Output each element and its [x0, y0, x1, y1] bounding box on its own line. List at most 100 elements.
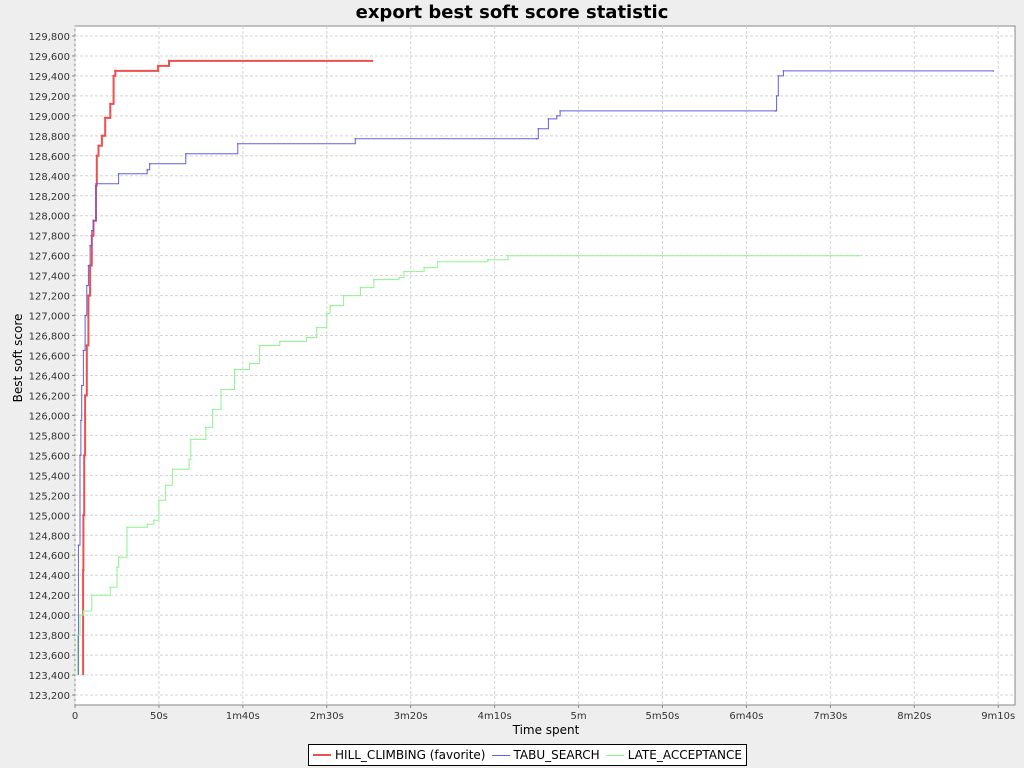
data-point-hill-climbing-favorite	[83, 454, 86, 457]
data-point-late-acceptance	[146, 523, 148, 526]
data-point-tabu-search	[775, 110, 777, 112]
data-point-tabu-search	[537, 128, 540, 130]
data-point-late-acceptance	[487, 258, 489, 261]
grid-layer	[74, 26, 1015, 705]
data-point-late-acceptance	[279, 340, 281, 343]
data-point-tabu-search	[556, 115, 558, 117]
data-point-tabu-search	[92, 219, 95, 222]
x-tick-label: 50s	[150, 711, 168, 722]
data-point-tabu-search	[86, 284, 88, 287]
data-point-late-acceptance	[359, 286, 362, 289]
y-tick-label: 129,000	[29, 112, 70, 123]
data-point-tabu-search	[535, 138, 538, 140]
x-tick-label: 1m40s	[226, 711, 260, 722]
data-point-late-acceptance	[117, 556, 120, 558]
data-point-hill-climbing-favorite	[167, 59, 171, 63]
legend-swatch-late-acceptance	[605, 754, 624, 756]
data-point-tabu-search	[185, 153, 187, 155]
data-point-late-acceptance	[82, 610, 85, 612]
data-point-late-acceptance	[423, 266, 425, 269]
y-tick-label: 125,200	[29, 491, 70, 502]
data-point-tabu-search	[80, 384, 83, 387]
y-tick-label: 124,400	[29, 571, 70, 582]
y-tick-label: 127,000	[29, 312, 70, 323]
data-point-late-acceptance	[507, 254, 509, 257]
series-layer	[76, 59, 994, 676]
data-point-late-acceptance	[171, 468, 174, 471]
data-point-tabu-search	[354, 138, 357, 140]
y-tick-label: 125,400	[29, 471, 70, 482]
data-point-tabu-search	[559, 110, 561, 112]
legend-swatch-tabu-search	[491, 754, 510, 756]
data-point-late-acceptance	[342, 294, 345, 297]
y-tick-label: 128,600	[29, 152, 70, 163]
x-tick-label: 5m	[571, 711, 587, 722]
y-tick-label: 124,800	[29, 531, 70, 542]
legend-item-late-acceptance: LATE_ACCEPTANCE	[605, 748, 742, 762]
data-point-tabu-search	[89, 244, 91, 247]
x-tick-label: 4m10s	[478, 711, 512, 722]
data-point-late-acceptance	[116, 566, 118, 568]
y-tick-label: 123,400	[29, 671, 70, 682]
data-point-late-acceptance	[315, 326, 318, 329]
x-tick-label: 5m50s	[645, 711, 679, 722]
series-line-late-acceptance	[76, 255, 859, 676]
y-tick-label: 125,800	[29, 431, 70, 442]
x-tick-label: 9m10s	[981, 711, 1015, 722]
data-point-tabu-search	[84, 314, 86, 317]
y-tick-label: 124,000	[29, 611, 70, 622]
data-point-late-acceptance	[205, 426, 207, 429]
y-tick-label: 126,600	[29, 352, 70, 363]
y-tick-label: 128,000	[29, 212, 70, 223]
legend-item-tabu-search: TABU_SEARCH	[491, 748, 600, 762]
data-point-late-acceptance	[91, 594, 93, 596]
data-point-tabu-search	[80, 419, 82, 422]
data-point-late-acceptance	[211, 408, 214, 411]
data-point-late-acceptance	[164, 484, 167, 487]
data-point-late-acceptance	[329, 304, 331, 307]
x-tick-label: 0	[72, 711, 78, 722]
data-point-tabu-search	[775, 95, 778, 97]
axis-layer: 123,200 123,400 123,600 123,800 124,000 124,2…	[29, 32, 1016, 722]
y-tick-label: 124,600	[29, 551, 70, 562]
x-tick-label: 3m20s	[394, 711, 428, 722]
data-point-late-acceptance	[126, 526, 128, 529]
data-point-tabu-search	[91, 229, 93, 232]
data-point-late-acceptance	[326, 312, 328, 315]
data-point-hill-climbing-favorite	[97, 144, 100, 147]
data-point-hill-climbing-favorite	[104, 116, 107, 120]
data-point-hill-climbing-favorite	[370, 59, 374, 63]
data-point-tabu-search	[146, 169, 148, 171]
y-tick-label: 128,800	[29, 132, 70, 143]
y-tick-label: 126,000	[29, 411, 70, 422]
y-tick-label: 129,400	[29, 72, 70, 83]
data-point-hill-climbing-favorite	[109, 102, 112, 106]
data-point-late-acceptance	[109, 586, 112, 588]
data-point-late-acceptance	[101, 594, 103, 596]
x-tick-label: 8m20s	[897, 711, 931, 722]
data-point-hill-climbing-favorite	[87, 294, 90, 297]
chart-svg: 123,200 123,400 123,600 123,800 124,000 124,2…	[11, 25, 1016, 737]
data-point-late-acceptance	[398, 276, 400, 279]
y-tick-label: 126,200	[29, 391, 70, 402]
series-line-tabu-search	[77, 70, 994, 675]
legend-label-late-acceptance: LATE_ACCEPTANCE	[627, 748, 742, 762]
data-point-hill-climbing-favorite	[81, 569, 85, 572]
y-axis-label: Best soft score	[11, 314, 25, 403]
data-point-late-acceptance	[79, 614, 81, 616]
data-point-late-acceptance	[403, 270, 405, 273]
y-tick-label: 127,600	[29, 252, 70, 263]
y-tick-label: 128,400	[29, 172, 70, 183]
data-point-late-acceptance	[153, 519, 155, 522]
x-tick-label: 7m30s	[813, 711, 847, 722]
data-point-late-acceptance	[220, 388, 222, 391]
data-point-hill-climbing-favorite	[156, 64, 160, 68]
data-point-late-acceptance	[305, 336, 308, 339]
data-point-tabu-search	[77, 544, 80, 546]
data-point-hill-climbing-favorite	[85, 344, 89, 347]
data-point-late-acceptance	[188, 458, 190, 461]
y-tick-label: 126,800	[29, 332, 70, 343]
data-point-tabu-search	[237, 143, 239, 145]
legend-label-hill-climbing: HILL_CLIMBING (favorite)	[335, 748, 486, 762]
data-point-hill-climbing-favorite	[112, 74, 115, 78]
